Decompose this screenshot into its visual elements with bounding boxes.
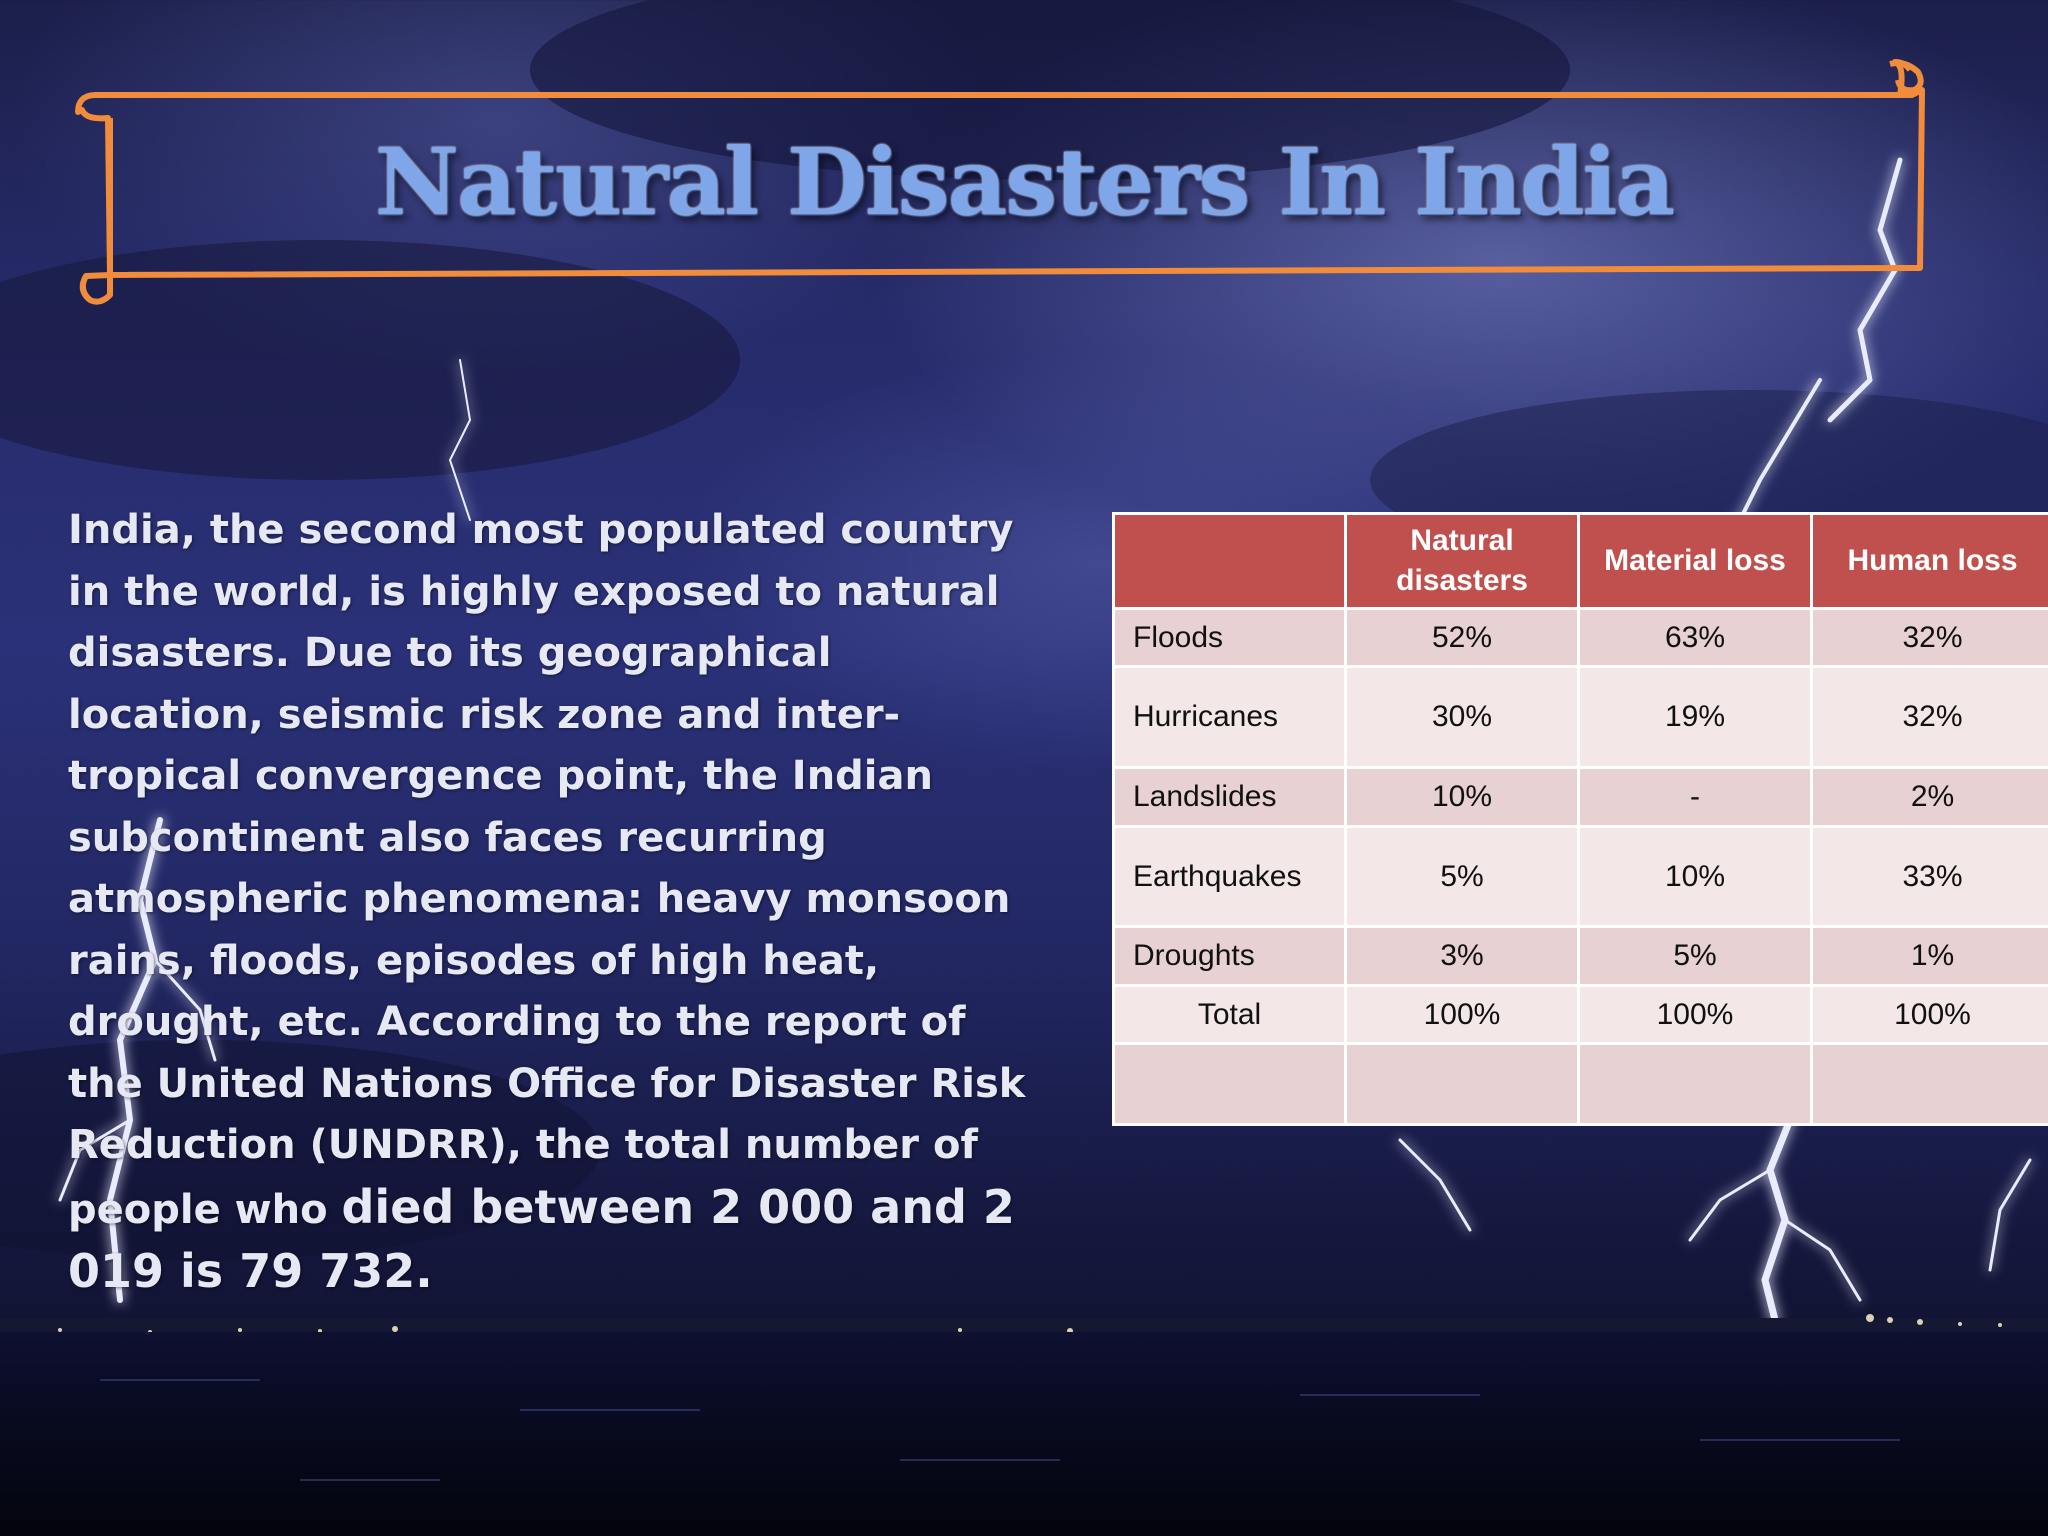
cell-natural: 52% bbox=[1344, 606, 1580, 669]
cell-material: 5% bbox=[1577, 925, 1813, 987]
table-row: Droughts 3% 5% 1% bbox=[1112, 925, 2048, 987]
row-label-landslides: Landslides bbox=[1112, 766, 1347, 828]
disaster-statistics-table: Natural disasters Material loss Human lo… bbox=[1112, 512, 2048, 1126]
row-label-droughts: Droughts bbox=[1112, 925, 1347, 987]
row-label-earthquakes: Earthquakes bbox=[1112, 824, 1347, 929]
empty-cell bbox=[1112, 1042, 1347, 1126]
table-row: Earthquakes 5% 10% 33% bbox=[1112, 824, 2048, 929]
cell-human: 32% bbox=[1810, 665, 2048, 770]
cell-material: 63% bbox=[1577, 606, 1813, 669]
title-scroll-banner bbox=[75, 59, 1925, 305]
table-row: Floods 52% 63% 32% bbox=[1112, 606, 2048, 669]
cell-natural: 10% bbox=[1344, 766, 1580, 828]
table-header-empty bbox=[1112, 512, 1347, 610]
table-header-row: Natural disasters Material loss Human lo… bbox=[1112, 512, 2048, 610]
cell-natural: 30% bbox=[1344, 665, 1580, 770]
empty-cell bbox=[1344, 1042, 1580, 1126]
cell-human: 100% bbox=[1810, 983, 2048, 1046]
cell-natural: 100% bbox=[1344, 983, 1580, 1046]
table-row-total: Total 100% 100% 100% bbox=[1112, 983, 2048, 1046]
row-label-floods: Floods bbox=[1112, 606, 1347, 669]
empty-cell bbox=[1810, 1042, 2048, 1126]
cell-material: - bbox=[1577, 766, 1813, 828]
cell-human: 32% bbox=[1810, 606, 2048, 669]
table-header-human-loss: Human loss bbox=[1810, 512, 2048, 610]
table-row: Landslides 10% - 2% bbox=[1112, 766, 2048, 828]
row-label-total: Total bbox=[1112, 983, 1347, 1046]
description-paragraph: India, the second most populated country… bbox=[68, 500, 1028, 1306]
description-end-text: died between 2 000 and 2 019 is 79 732. bbox=[68, 1179, 1015, 1299]
table-header-material-loss: Material loss bbox=[1577, 512, 1813, 610]
cell-material: 10% bbox=[1577, 824, 1813, 929]
empty-cell bbox=[1577, 1042, 1813, 1126]
cell-human: 1% bbox=[1810, 925, 2048, 987]
cell-human: 2% bbox=[1810, 766, 2048, 828]
cell-natural: 5% bbox=[1344, 824, 1580, 929]
page-title: Natural Disasters In India bbox=[374, 128, 1675, 236]
cell-material: 100% bbox=[1577, 983, 1813, 1046]
table-row: Hurricanes 30% 19% 32% bbox=[1112, 665, 2048, 770]
cell-material: 19% bbox=[1577, 665, 1813, 770]
cell-natural: 3% bbox=[1344, 925, 1580, 987]
row-label-hurricanes: Hurricanes bbox=[1112, 665, 1347, 770]
table-header-natural-disasters: Natural disasters bbox=[1344, 512, 1580, 610]
description-main-text: India, the second most populated country… bbox=[68, 507, 1026, 1233]
cell-human: 33% bbox=[1810, 824, 2048, 929]
table-row-empty bbox=[1112, 1042, 2048, 1126]
